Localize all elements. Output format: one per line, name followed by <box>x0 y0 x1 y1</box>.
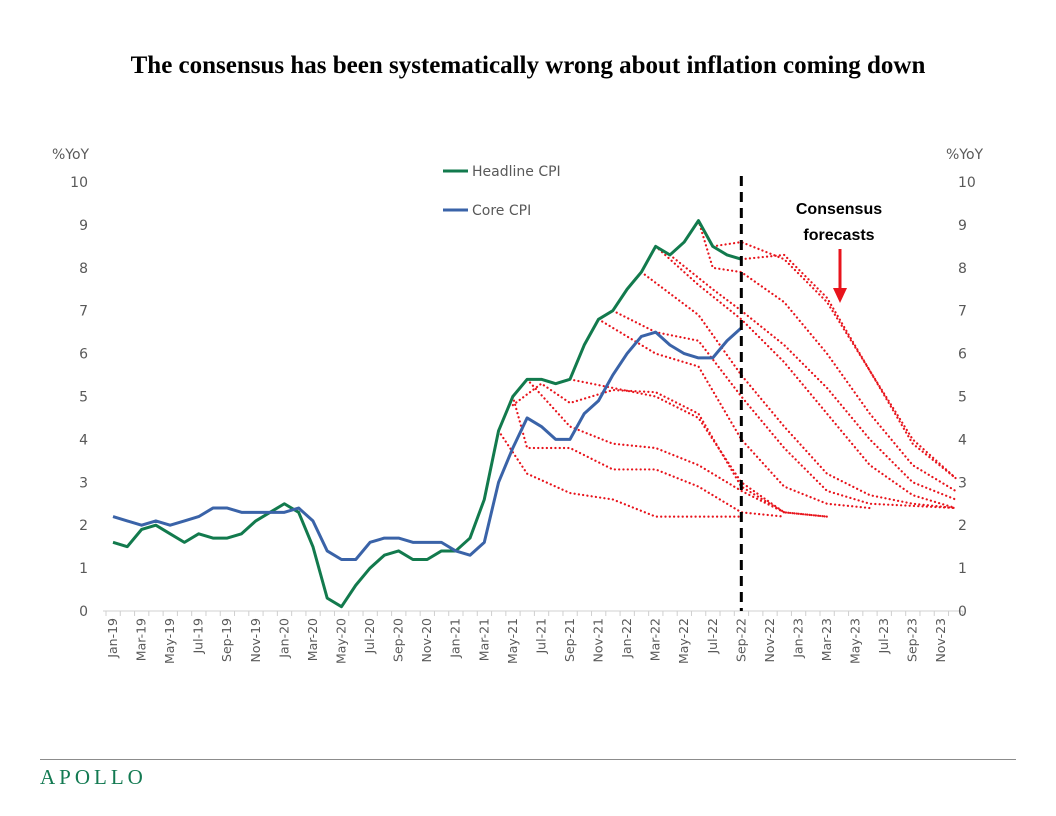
y-tick-label-right: 2 <box>958 518 967 534</box>
x-tick-label: May-20 <box>333 618 348 664</box>
apollo-logo: APOLLO <box>40 765 147 789</box>
annotation-line1: Consensus <box>796 201 882 218</box>
x-tick-label: Nov-23 <box>933 618 948 662</box>
y-tick-label-left: 6 <box>79 347 88 363</box>
x-tick-label: Mar-21 <box>476 618 491 661</box>
x-tick-label: Mar-23 <box>819 618 834 661</box>
y-tick-label-left: 2 <box>79 518 88 534</box>
y-tick-label-right: 6 <box>958 347 967 363</box>
forecast-line <box>597 318 871 510</box>
y-tick-label-right: 4 <box>958 432 967 448</box>
x-tick-label: May-22 <box>676 618 691 664</box>
x-tick-label: May-21 <box>505 618 520 664</box>
legend-label-headline: Headline CPI <box>472 164 561 180</box>
y-tick-label-right: 7 <box>958 304 967 320</box>
y-axis-label-left: %YoY <box>52 147 90 163</box>
forecast-line <box>511 395 786 518</box>
forecast-line <box>611 309 957 510</box>
x-tick-label: Sep-22 <box>733 618 748 662</box>
x-tick-label: Mar-20 <box>305 618 320 661</box>
x-tick-label: Jul-22 <box>705 618 720 655</box>
y-tick-label-right: 10 <box>958 175 976 191</box>
y-tick-label-right: 9 <box>958 218 967 234</box>
x-tick-label: Jan-22 <box>619 618 634 659</box>
forecast-line <box>511 382 786 514</box>
x-tick-label: Sep-20 <box>391 618 406 662</box>
x-tick-label: Jul-23 <box>876 618 891 655</box>
y-tick-label-right: 5 <box>958 390 967 406</box>
x-tick-label: Jan-23 <box>790 618 805 659</box>
forecast-line <box>740 253 957 480</box>
x-tick-label: Nov-22 <box>762 618 777 662</box>
x-tick-label: Sep-21 <box>562 618 577 662</box>
y-tick-label-right: 1 <box>958 561 967 577</box>
y-tick-label-left: 3 <box>79 475 88 491</box>
x-tick-label: Jul-20 <box>362 618 377 655</box>
x-tick-label: Jan-19 <box>105 618 120 659</box>
x-tick-label: May-19 <box>162 618 177 664</box>
chart: 0 0 1 1 2 2 3 3 4 4 5 5 6 6 7 7 8 8 9 9 10 10 Jan-19 Mar-19 May-… <box>52 147 984 664</box>
y-tick-label-right: 8 <box>958 261 967 277</box>
forecast-line <box>697 219 957 492</box>
y-tick-label-left: 8 <box>79 261 88 277</box>
x-tick-label: Sep-19 <box>219 618 234 662</box>
x-tick-label: Jan-20 <box>276 618 291 659</box>
forecast-line <box>640 270 957 510</box>
x-tick-label: May-23 <box>848 618 863 664</box>
annotation-line2: forecasts <box>803 227 874 244</box>
y-axis-label-right: %YoY <box>946 147 984 163</box>
y-tick-label-right: 3 <box>958 475 967 491</box>
x-tick-label: Jan-21 <box>448 618 463 659</box>
x-tick-label: Sep-23 <box>905 618 920 662</box>
x-tick-label: Mar-22 <box>648 618 663 661</box>
y-tick-label-left: 5 <box>79 390 88 406</box>
y-tick-label-left: 9 <box>79 218 88 234</box>
x-tick-label: Nov-20 <box>419 618 434 663</box>
forecast-line <box>654 245 957 510</box>
forecast-line <box>711 240 957 480</box>
chart-title: The consensus has been systematically wr… <box>130 52 926 79</box>
y-tick-label-right: 0 <box>958 604 967 620</box>
forecast-line <box>568 378 829 518</box>
y-tick-label-left: 1 <box>79 561 88 577</box>
x-tick-label: Jul-19 <box>191 618 206 655</box>
x-tick-label: Mar-19 <box>134 618 149 661</box>
y-tick-label-left: 0 <box>79 604 88 620</box>
headline-cpi-line <box>112 219 742 609</box>
x-tick-label: Nov-19 <box>248 618 263 663</box>
forecast-line <box>497 429 743 518</box>
y-tick-label-left: 10 <box>70 175 88 191</box>
legend-label-core: Core CPI <box>472 203 531 219</box>
x-tick-label: Nov-21 <box>591 618 606 662</box>
forecast-line <box>668 253 957 501</box>
arrow-down-icon <box>833 288 847 303</box>
y-tick-label-left: 7 <box>79 304 88 320</box>
footer-divider <box>40 759 1016 760</box>
core-cpi-line <box>112 326 743 562</box>
forecast-line <box>526 378 829 518</box>
x-tick-label: Jul-21 <box>533 618 548 655</box>
y-tick-label-left: 4 <box>79 432 88 448</box>
